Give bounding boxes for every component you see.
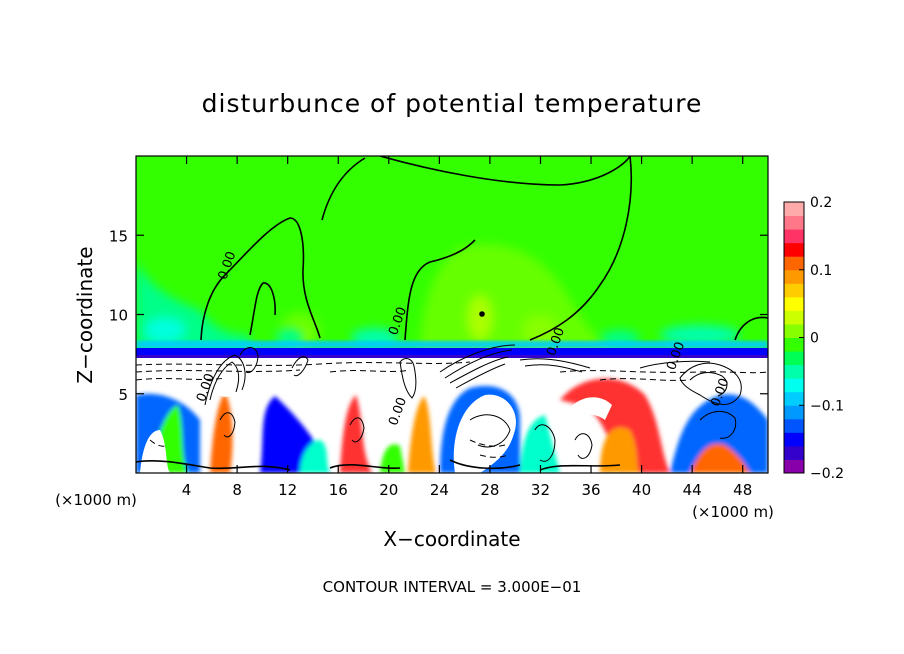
- x-tick-label: 44: [683, 481, 702, 499]
- contour-interval-note: CONTOUR INTERVAL = 3.000E−01: [323, 578, 582, 596]
- colorbar-tick-label: −0.1: [810, 398, 844, 414]
- colorbar-swatch: [784, 351, 804, 366]
- y-axis: 5 10 15: [109, 227, 768, 404]
- lower-white-regions: [140, 372, 612, 473]
- colorbar-swatch: [784, 215, 804, 230]
- tropopause-band: [136, 341, 768, 358]
- colorbar-swatch: [784, 432, 804, 447]
- x-tick-label: 8: [232, 481, 242, 499]
- colorbar-swatch: [784, 269, 804, 284]
- colorbar-tick-label: 0: [810, 331, 819, 347]
- colorbar-tick-label: 0.1: [810, 263, 832, 279]
- x-tick-label: 36: [581, 481, 600, 499]
- y-tick-label: 15: [109, 227, 128, 245]
- colorbar-swatch: [784, 310, 804, 325]
- x-tick-label: 28: [480, 481, 499, 499]
- colorbar-swatch: [784, 242, 804, 257]
- plot-area: 0.000.000.00 0.000.000.000.00: [136, 156, 768, 473]
- colorbar-swatch: [784, 229, 804, 244]
- y-tick-label: 10: [109, 307, 128, 325]
- colorbar-tick-label: −0.2: [810, 466, 844, 482]
- x-tick-label: 40: [632, 481, 651, 499]
- colorbar-swatch: [784, 445, 804, 460]
- x-tick-label: 24: [430, 481, 449, 499]
- y-tick-label: 5: [118, 386, 128, 404]
- x-unit-left: (×1000 m): [55, 491, 137, 509]
- colorbar-swatch: [784, 256, 804, 271]
- colorbar-swatch: [784, 283, 804, 298]
- contour-lines: [136, 156, 768, 471]
- colorbar-swatch: [784, 418, 804, 433]
- x-unit-right: (×1000 m): [692, 503, 774, 521]
- cool-band: [136, 260, 740, 352]
- x-tick-label: 12: [278, 481, 297, 499]
- x-tick-label: 20: [379, 481, 398, 499]
- warm-upper-region: [280, 244, 640, 356]
- x-axis: 4 8 12 16 20 24 28 32 36 40 44 48: [182, 156, 752, 499]
- colorbar: −0.2 −0.1 0 0.1 0.2: [783, 195, 844, 482]
- x-tick-label: 4: [182, 481, 192, 499]
- colorbar-swatch: [784, 337, 804, 352]
- chart-title: disturbunce of potential temperature: [202, 89, 703, 118]
- x-axis-label: X−coordinate: [383, 527, 520, 551]
- colorbar-swatch: [784, 296, 804, 311]
- x-tick-label: 16: [329, 481, 348, 499]
- colorbar-swatch: [784, 364, 804, 379]
- colorbar-swatch: [784, 459, 804, 474]
- colorbar-swatch: [784, 202, 804, 217]
- dashed-contours: [136, 361, 768, 458]
- colorbar-swatch: [784, 323, 804, 338]
- x-tick-label: 48: [733, 481, 752, 499]
- dense-contours: [204, 344, 742, 462]
- colorbar-tick-label: 0.2: [810, 195, 832, 211]
- colorbar-swatch: [784, 378, 804, 393]
- colorbar-swatch: [784, 391, 804, 406]
- x-tick-label: 32: [531, 481, 550, 499]
- y-axis-label: Z−coordinate: [73, 246, 97, 383]
- colorbar-swatch: [784, 405, 804, 420]
